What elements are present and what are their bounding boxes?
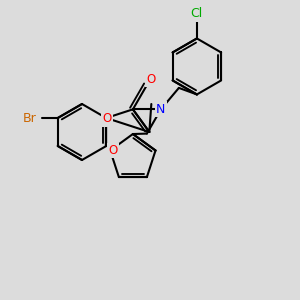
- Text: N: N: [156, 103, 166, 116]
- Text: O: O: [109, 144, 118, 157]
- Text: O: O: [146, 73, 155, 85]
- Text: Br: Br: [23, 112, 37, 124]
- Text: Cl: Cl: [191, 7, 203, 20]
- Text: O: O: [103, 112, 112, 125]
